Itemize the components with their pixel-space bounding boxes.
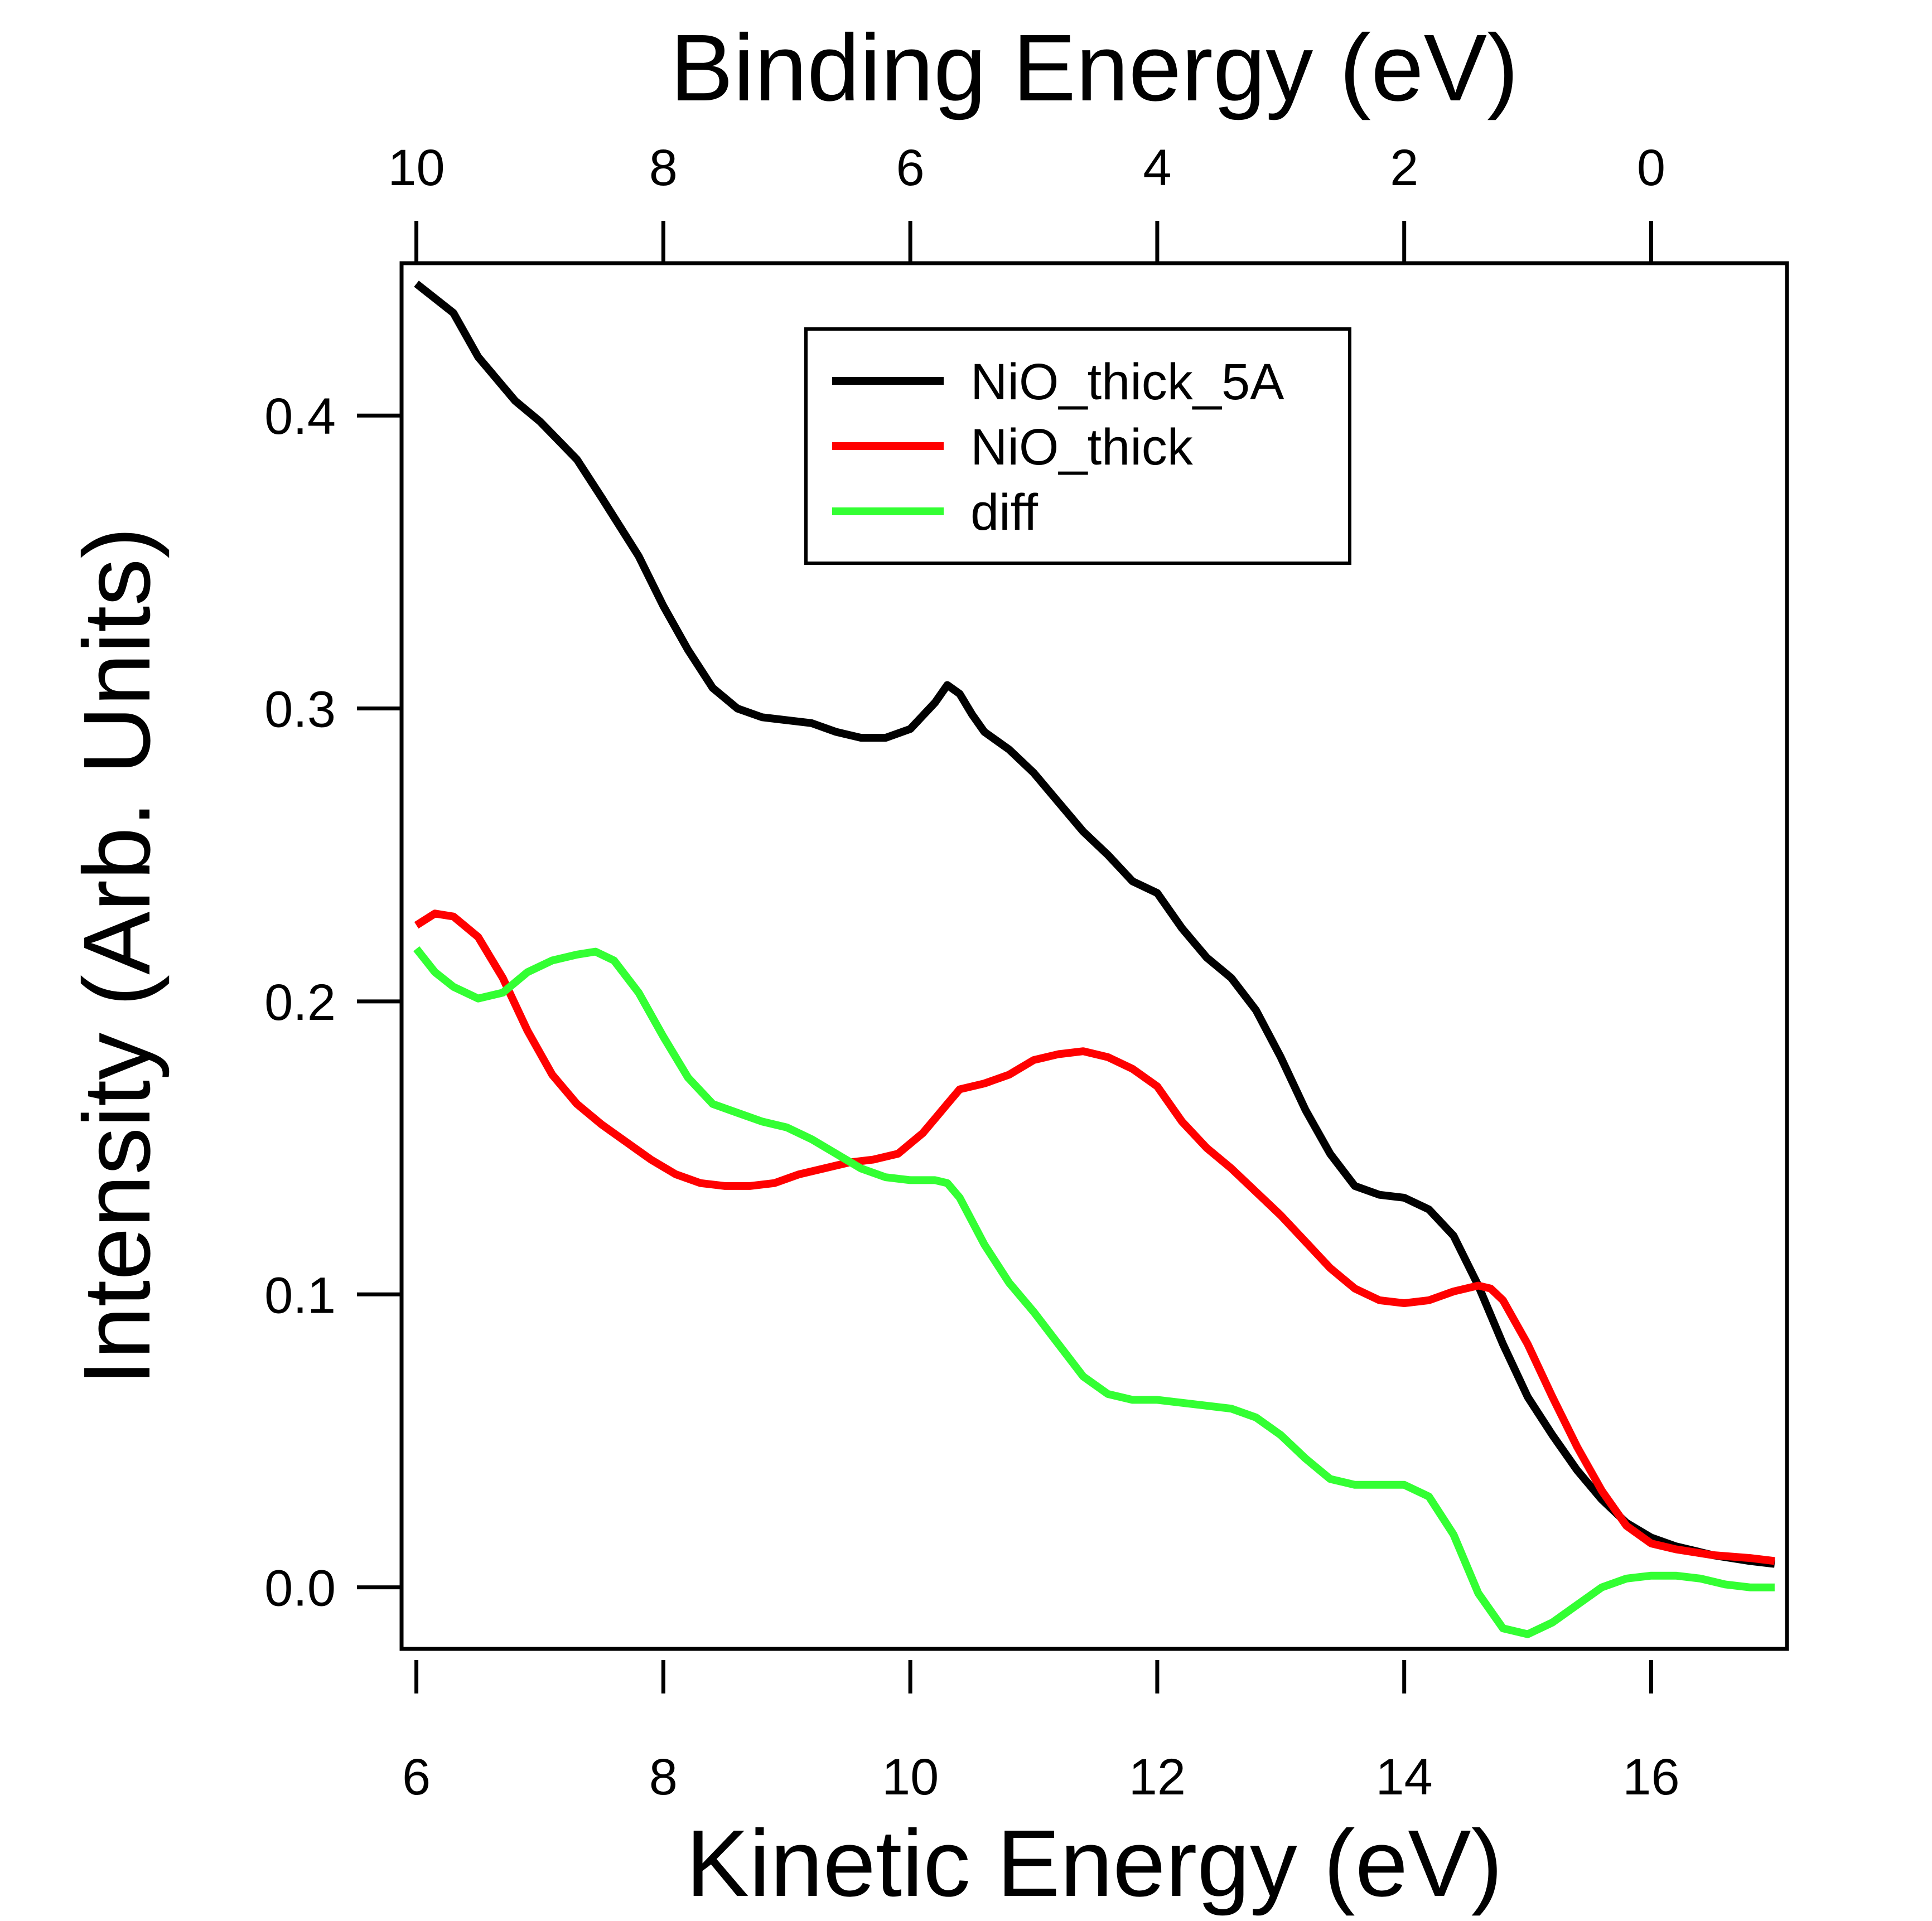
legend-label: diff	[970, 484, 1039, 541]
plot-frame	[399, 261, 1789, 1651]
legend-label: NiO_thick_5A	[970, 354, 1284, 410]
x-tick-label: 12	[1129, 1749, 1186, 1806]
x-tick-label: 6	[402, 1749, 431, 1806]
x-tick-label: 14	[1376, 1749, 1433, 1806]
y-tick-label: 0.3	[264, 681, 336, 738]
x2-tick-label: 2	[1390, 139, 1418, 196]
series-lines	[413, 280, 1775, 1638]
x2-tick-label: 4	[1143, 139, 1171, 196]
series-line-diff	[413, 946, 1775, 1638]
series-line-nio-thick-5a	[414, 280, 1775, 1568]
x2-tick-label: 8	[649, 139, 678, 196]
y-tick-label: 0.1	[264, 1267, 336, 1324]
x-axis-bottom: 6 8 10 12 14 16	[402, 1660, 1680, 1806]
x2-tick-label: 0	[1637, 139, 1665, 196]
y-axis-left: 0.0 0.1 0.2 0.3 0.4	[264, 388, 402, 1617]
x-tick-label: 8	[649, 1749, 678, 1806]
top-axis-title: Binding Energy (eV)	[670, 15, 1518, 121]
y-tick-label: 0.4	[264, 388, 336, 445]
x2-tick-label: 10	[388, 139, 445, 196]
y-tick-label: 0.2	[264, 974, 336, 1031]
x2-tick-label: 6	[896, 139, 925, 196]
series-line-nio-thick	[414, 909, 1775, 1565]
y-tick-label: 0.0	[264, 1560, 336, 1617]
legend-label: NiO_thick	[970, 419, 1194, 476]
y-axis-title: Intensity (Arb. Units)	[64, 527, 170, 1386]
x-tick-label: 10	[882, 1749, 939, 1806]
bottom-axis-title: Kinetic Energy (eV)	[686, 1811, 1503, 1917]
x-axis-top: 10 8 6 4 2 0	[388, 139, 1665, 263]
x-tick-label: 16	[1622, 1749, 1679, 1806]
